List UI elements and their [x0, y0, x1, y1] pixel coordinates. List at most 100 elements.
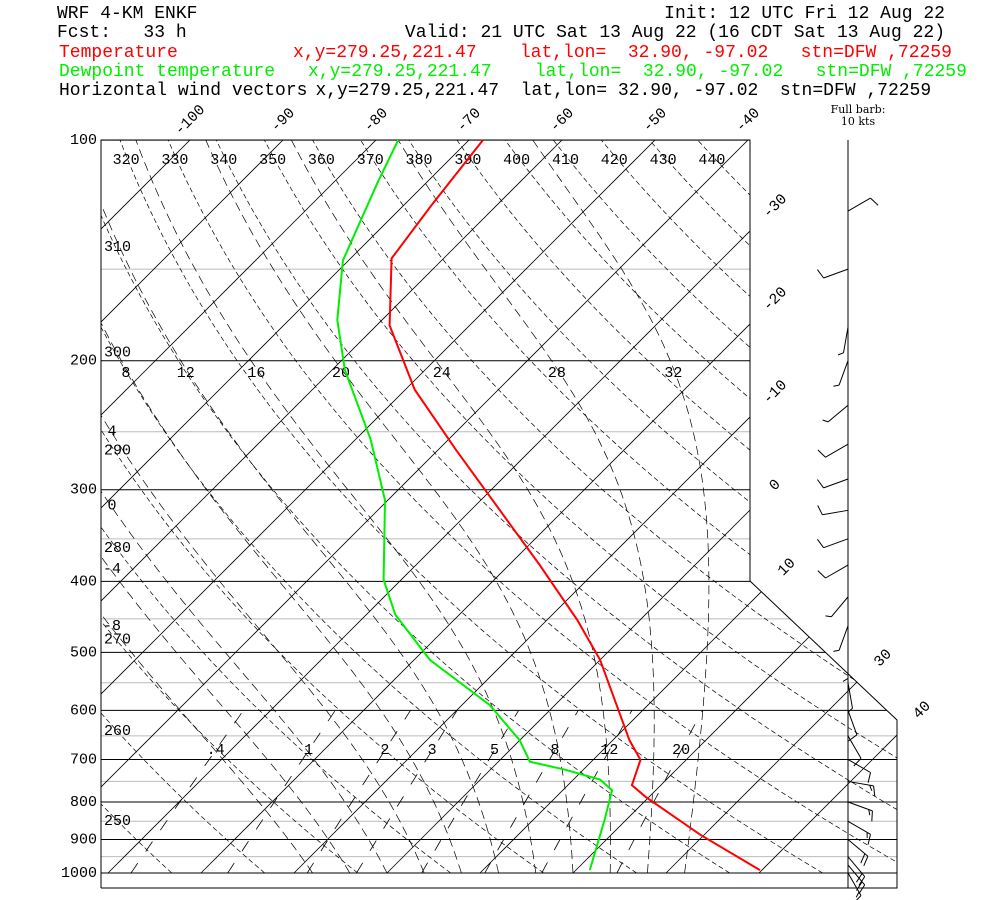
isotherm: [101, 140, 656, 874]
wind-barb: [833, 625, 849, 652]
dry-adiabat-label: 360: [308, 152, 335, 169]
moist-adiabat: [291, 140, 611, 873]
moist-adiabat-label: -8: [103, 618, 121, 635]
wind-barb: [847, 864, 866, 894]
dry-adiabat: [264, 140, 897, 874]
wind-barb: [816, 268, 849, 279]
wind-barb: [847, 759, 871, 783]
moist-adiabat-label: -4: [103, 561, 121, 578]
isotherm-label: -40: [733, 105, 764, 136]
isotherm: [101, 140, 563, 874]
dry-adiabat: [215, 140, 897, 874]
isotherm: [101, 140, 749, 874]
mixing-ratio-label: .4: [207, 742, 225, 759]
dry-adiabat: [408, 140, 897, 874]
dry-adiabat-label: 250: [104, 813, 131, 830]
moist-adiabat-label: 8: [121, 365, 130, 382]
y-tick-label: 600: [70, 702, 97, 719]
y-tick-label: 100: [70, 132, 97, 149]
isotherm-label: -50: [640, 105, 671, 136]
isotherm-label: -80: [361, 105, 392, 136]
moist-adiabat-label: 0: [107, 497, 116, 514]
isotherm-label: -10: [760, 377, 791, 408]
dry-adiabat: [101, 140, 358, 874]
legend-info: x,y=279.25,221.47 lat,lon= 32.90, -97.02…: [293, 43, 952, 63]
isotherm: [293, 140, 897, 874]
dry-adiabat-label: 260: [104, 723, 131, 740]
dry-adiabat: [167, 140, 897, 874]
isotherm-label: -20: [760, 284, 791, 315]
y-tick-label: 300: [70, 482, 97, 499]
wind-barb: [825, 596, 849, 618]
moist-adiabat: [101, 140, 313, 874]
dry-adiabat: [101, 140, 730, 874]
moist-adiabat-label: 16: [247, 365, 265, 382]
wind-barb: [837, 327, 849, 356]
plot-border: [100, 139, 898, 889]
mixing-ratio-label: 12: [600, 742, 618, 759]
dry-adiabat-label: 380: [406, 152, 433, 169]
dry-adiabat-label: 400: [503, 152, 530, 169]
wind-barb: [847, 801, 873, 822]
isotherm: [665, 140, 897, 874]
moist-adiabat-label: 32: [664, 365, 682, 382]
moist-adiabat: [205, 140, 574, 874]
wind-barb: [847, 197, 879, 212]
moist-adiabat: [101, 140, 499, 874]
dry-adiabat: [697, 140, 897, 874]
dry-adiabat-label: 350: [259, 152, 286, 169]
dry-adiabat-label: 290: [104, 442, 131, 459]
dry-adiabat-label: 330: [161, 152, 188, 169]
dry-adiabat-label: 440: [698, 152, 725, 169]
moist-adiabat: [101, 140, 388, 874]
mixing-ratio-line: [130, 710, 244, 874]
dry-adiabat-label: 430: [650, 152, 677, 169]
wind-barb: [816, 538, 849, 549]
mixing-ratio-line: [356, 710, 458, 874]
init-time: Init: 12 UTC Fri 12 Aug 22: [664, 4, 945, 24]
mixing-ratio-label: 3: [428, 742, 437, 759]
mixing-ratio-line: [616, 710, 703, 874]
isotherm: [200, 140, 897, 874]
wind-barb: [816, 478, 849, 489]
dry-adiabat: [649, 140, 897, 874]
moist-adiabat: [101, 140, 351, 874]
wind-barb: [847, 735, 862, 767]
y-tick-label: 1000: [61, 865, 97, 882]
moist-adiabat: [135, 140, 537, 874]
dry-adiabat: [101, 140, 451, 874]
dry-adiabat-label: 420: [601, 152, 628, 169]
y-tick-label: 900: [70, 831, 97, 848]
mixing-ratio-line: [541, 710, 633, 874]
isotherm-label: 10: [775, 555, 800, 580]
isotherm: [386, 140, 897, 874]
dry-adiabat-label: 340: [210, 152, 237, 169]
dry-adiabat-label: 280: [104, 540, 131, 557]
mixing-ratio-label: 20: [672, 742, 690, 759]
isotherm-label: -100: [172, 102, 209, 139]
dry-adiabat-label: 410: [552, 152, 579, 169]
mixing-ratio-label: 1: [304, 742, 313, 759]
isotherm: [101, 140, 284, 874]
mixing-ratio-label: 2: [380, 742, 389, 759]
profile-line: [336, 139, 614, 871]
dry-adiabat: [119, 140, 823, 874]
dry-adiabat: [553, 140, 897, 874]
wind-barb: [847, 780, 876, 797]
isotherm-label: -90: [268, 105, 299, 136]
valid-time: Valid: 21 UTC Sat 13 Aug 22 (16 CDT Sat …: [405, 23, 945, 43]
wind-barb: [847, 710, 858, 742]
isotherm: [479, 140, 897, 874]
barb-key-value: 10 kts: [841, 115, 876, 128]
dry-adiabat: [101, 140, 544, 874]
isotherm: [758, 140, 897, 874]
dry-adiabat: [101, 140, 172, 874]
wind-barb: [847, 872, 862, 900]
moist-adiabat-label: 24: [433, 365, 451, 382]
y-tick-label: 700: [70, 751, 97, 768]
isotherm-label: -70: [454, 105, 485, 136]
dry-adiabat: [360, 140, 897, 874]
moist-adiabat-label: 20: [332, 365, 350, 382]
